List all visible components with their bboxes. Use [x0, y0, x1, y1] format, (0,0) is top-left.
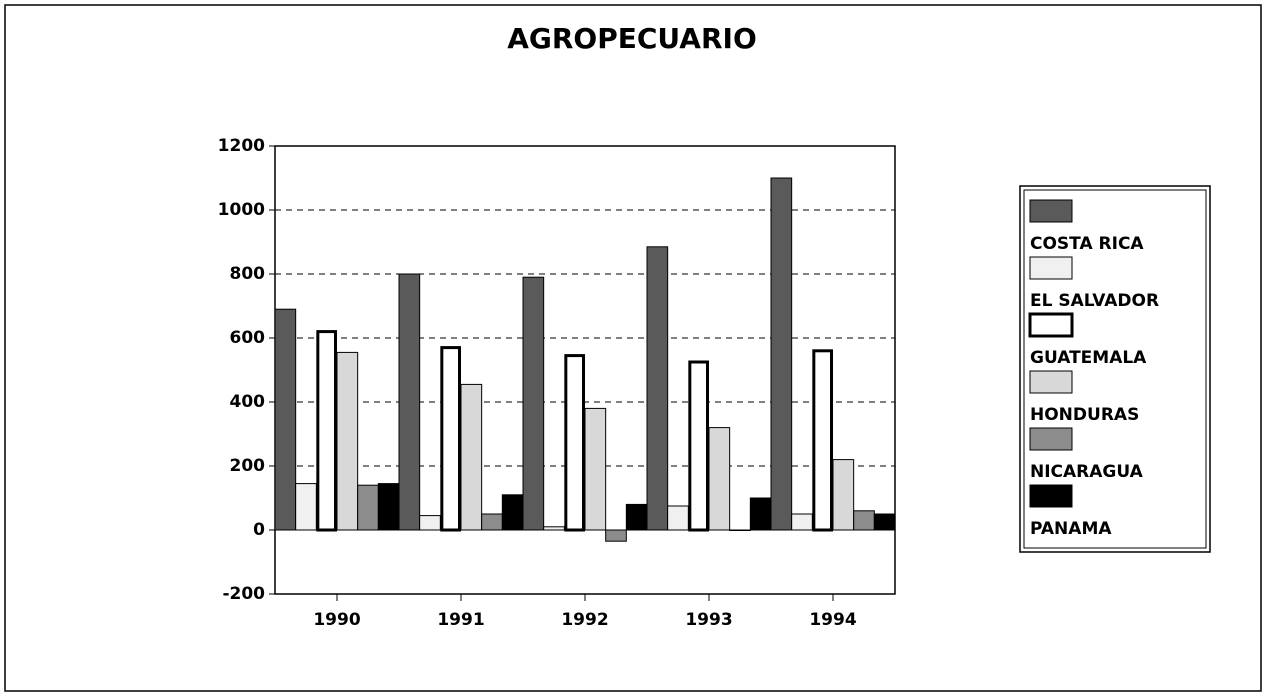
- bar: [564, 354, 585, 532]
- bar: [295, 483, 317, 531]
- bar: [336, 351, 359, 531]
- bar: [605, 529, 627, 542]
- bar: [377, 483, 400, 531]
- legend-label: PANAMA: [1030, 519, 1112, 539]
- bar: [812, 349, 833, 532]
- y-tick-label: 200: [230, 456, 266, 476]
- x-tick-label: 1994: [809, 610, 856, 630]
- frame: [4, 4, 1262, 692]
- bar: [481, 513, 503, 531]
- bar: [749, 497, 772, 531]
- bar: [708, 427, 731, 531]
- bar: [419, 515, 441, 531]
- bar: [274, 308, 297, 531]
- legend-swatch: [1029, 427, 1073, 451]
- bar: [522, 276, 545, 531]
- x-tick-label: 1991: [437, 610, 484, 630]
- bar: [316, 330, 338, 532]
- y-tick-label: 1200: [218, 136, 265, 156]
- y-tick-label: 800: [230, 264, 266, 284]
- bar: [460, 383, 483, 531]
- legend-label: GUATEMALA: [1030, 348, 1147, 368]
- legend-swatch: [1029, 370, 1073, 394]
- bar: [584, 407, 607, 531]
- bar: [543, 526, 565, 531]
- bar: [440, 346, 462, 532]
- y-tick-label: 400: [230, 392, 266, 412]
- bar: [688, 360, 709, 532]
- bar: [853, 510, 875, 531]
- bar: [667, 505, 689, 531]
- bar: [501, 494, 524, 531]
- y-tick-label: 1000: [218, 200, 265, 220]
- legend-swatch: [1028, 312, 1074, 338]
- bar: [873, 513, 896, 531]
- chart-title: AGROPECUARIO: [507, 22, 757, 55]
- legend-label: HONDURAS: [1030, 405, 1139, 425]
- y-tick-label: 600: [230, 328, 266, 348]
- y-tick-label: -200: [222, 584, 265, 604]
- bar: [398, 273, 421, 531]
- y-tick-label: 0: [253, 520, 265, 540]
- bar: [770, 177, 793, 531]
- bar: [791, 513, 813, 531]
- legend-label: EL SALVADOR: [1030, 291, 1159, 311]
- x-tick-label: 1990: [313, 610, 360, 630]
- bar: [357, 484, 379, 531]
- legend-swatch: [1029, 484, 1073, 508]
- x-tick-label: 1992: [561, 610, 608, 630]
- legend-swatch: [1029, 256, 1073, 280]
- bar: [832, 459, 855, 531]
- bar: [729, 529, 751, 531]
- x-tick-label: 1993: [685, 610, 732, 630]
- bar: [646, 246, 669, 531]
- legend-inner: [1023, 189, 1207, 549]
- legend-label: NICARAGUA: [1030, 462, 1144, 482]
- legend-label: COSTA RICA: [1030, 234, 1144, 254]
- bar: [625, 503, 648, 531]
- legend-swatch: [1029, 199, 1073, 223]
